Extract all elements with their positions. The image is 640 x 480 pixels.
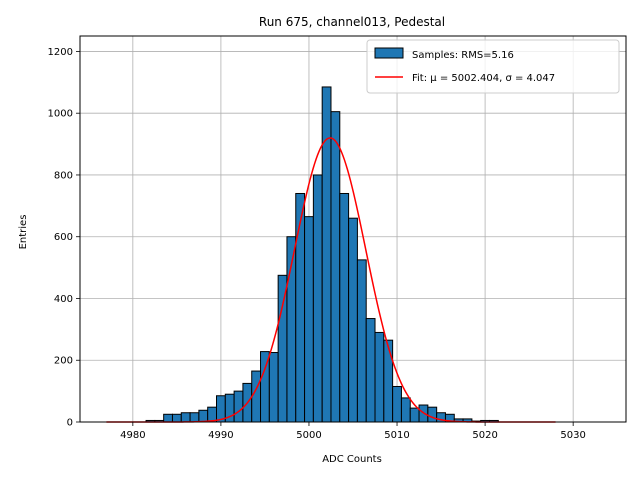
histogram-bar — [348, 217, 358, 423]
histogram-bar — [171, 413, 182, 423]
histogram-bars — [145, 86, 499, 423]
x-tick-label: 5010 — [384, 430, 409, 441]
legend-label-fit: Fit: μ = 5002.404, σ = 4.047 — [412, 73, 555, 84]
x-axis-label: ADC Counts — [322, 454, 382, 465]
histogram-bar — [392, 385, 402, 423]
histogram-bar — [268, 352, 279, 423]
legend: Samples: RMS=5.16 Fit: μ = 5002.404, σ =… — [366, 39, 620, 94]
histogram-bar — [163, 413, 173, 423]
plot-frame — [79, 35, 627, 423]
histogram-bar — [312, 174, 323, 423]
histogram-bar — [383, 339, 394, 423]
y-tick-label: 200 — [54, 356, 73, 367]
histogram-bar — [233, 390, 244, 423]
x-axis-ticks: 4980 4990 5000 5010 5020 5030 — [120, 422, 586, 441]
x-tick-label: 5020 — [472, 430, 497, 441]
histogram-bar — [189, 412, 200, 423]
histogram-bar — [198, 409, 209, 423]
x-tick-label: 5030 — [560, 430, 585, 441]
histogram-bar — [277, 274, 288, 423]
histogram-bar — [400, 397, 411, 423]
legend-box — [366, 39, 620, 94]
histogram-bar — [409, 407, 420, 423]
y-tick-label: 600 — [54, 232, 73, 243]
x-tick-label: 4990 — [208, 430, 233, 441]
legend-swatch-samples — [374, 47, 404, 59]
y-axis-label: Entries — [18, 215, 29, 250]
x-tick-label: 5000 — [296, 430, 321, 441]
histogram-bar — [427, 406, 438, 423]
histogram-bar — [330, 111, 341, 423]
y-tick-label: 800 — [54, 170, 73, 181]
x-tick-label: 4980 — [120, 430, 145, 441]
histogram-bar — [356, 259, 367, 423]
y-axis-ticks: 0 200 400 600 800 1000 1200 — [48, 47, 80, 429]
histogram-bar — [339, 192, 350, 423]
histogram-bar — [180, 412, 191, 423]
y-tick-label: 0 — [67, 418, 73, 429]
y-tick-label: 1200 — [48, 47, 73, 58]
y-tick-label: 400 — [54, 294, 73, 305]
y-tick-label: 1000 — [48, 109, 73, 120]
histogram-bar — [295, 192, 306, 423]
chart-title: Run 675, channel013, Pedestal — [259, 15, 445, 29]
legend-label-samples: Samples: RMS=5.16 — [412, 50, 514, 61]
histogram-bar — [304, 216, 314, 423]
histogram-bar — [374, 331, 385, 423]
histogram-bar — [365, 318, 376, 423]
histogram-bar — [251, 370, 262, 423]
